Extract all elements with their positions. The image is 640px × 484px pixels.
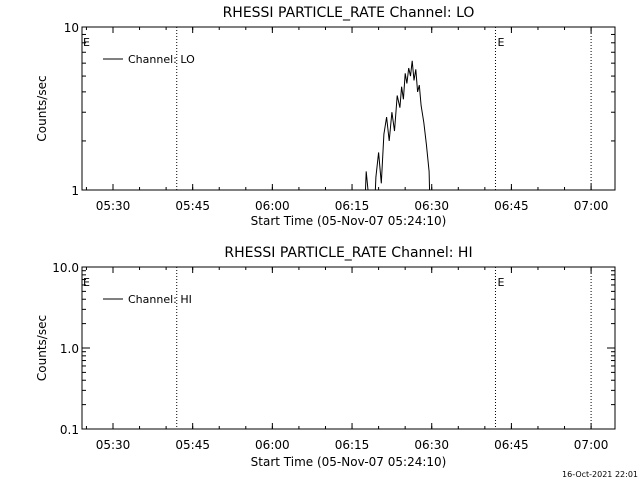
y-tick-label: 10.0 [52, 261, 79, 275]
x-tick-label: 06:30 [414, 199, 449, 213]
x-tick-label: 06:45 [494, 199, 529, 213]
chart-title: RHESSI PARTICLE_RATE Channel: HI [224, 245, 472, 261]
chart-title: RHESSI PARTICLE_RATE Channel: LO [223, 5, 475, 21]
x-tick-label: 06:00 [255, 438, 290, 452]
legend-label: Channel: LO [128, 53, 195, 66]
x-tick-label: 07:00 [574, 199, 609, 213]
chart-panel-2: RHESSI PARTICLE_RATE Channel: HI E E 05:30 0… [35, 245, 616, 469]
series-line [364, 60, 431, 190]
event-marker: E [497, 276, 504, 289]
y-tick-label: 10 [64, 21, 79, 35]
y-axis-label: Counts/sec [35, 315, 49, 381]
x-tick-label: 05:45 [175, 199, 210, 213]
x-tick-label: 06:15 [335, 438, 370, 452]
plot-frame [81, 26, 616, 191]
generation-timestamp: 16-Oct-2021 22:01 [562, 470, 638, 479]
chart-panel-1: RHESSI PARTICLE_RATE Channel: LO E E 05:30 0… [35, 5, 616, 228]
y-tick-label: 1 [71, 184, 79, 198]
y-tick-label: 1.0 [60, 342, 79, 356]
x-tick-label: 05:45 [175, 438, 210, 452]
plot-frame [81, 266, 616, 430]
y-axis-label: Counts/sec [35, 75, 49, 141]
event-marker: E [83, 276, 90, 289]
x-tick-label: 06:30 [414, 438, 449, 452]
x-tick-label: 06:45 [494, 438, 529, 452]
x-tick-label: 07:00 [574, 438, 609, 452]
event-marker: E [497, 36, 504, 49]
legend-label: Channel: HI [128, 293, 192, 306]
x-tick-label: 06:00 [255, 199, 290, 213]
event-marker: E [83, 36, 90, 49]
y-tick-label: 0.1 [60, 423, 79, 437]
x-tick-label: 06:15 [335, 199, 370, 213]
x-tick-label: 05:30 [96, 199, 131, 213]
x-tick-label: 05:30 [96, 438, 131, 452]
x-axis-label: Start Time (05-Nov-07 05:24:10) [251, 455, 447, 469]
x-axis-label: Start Time (05-Nov-07 05:24:10) [251, 214, 447, 228]
